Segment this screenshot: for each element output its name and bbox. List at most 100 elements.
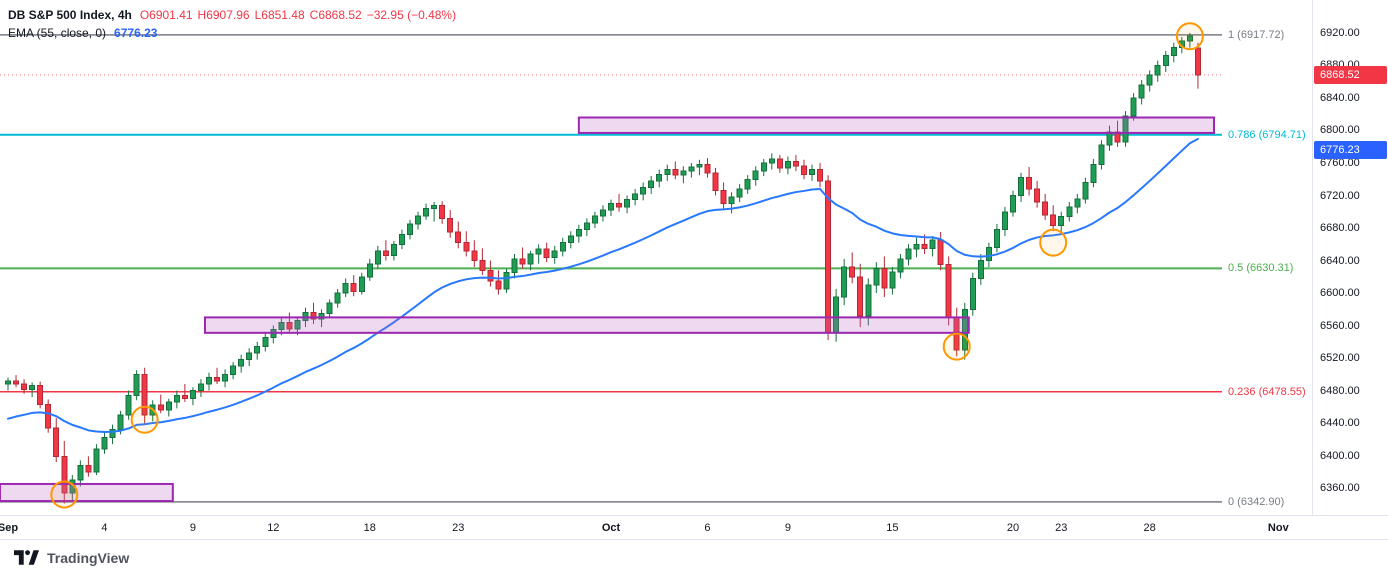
candle xyxy=(865,284,872,317)
candle xyxy=(214,377,221,382)
supply-demand-zone[interactable] xyxy=(577,116,1215,134)
candle xyxy=(5,380,11,385)
candle xyxy=(165,401,172,411)
highlight-circle[interactable] xyxy=(1175,22,1204,51)
ema-value-badge: 6776.23 xyxy=(1314,140,1387,159)
candle xyxy=(254,346,261,354)
candle xyxy=(616,203,623,208)
price-tick: 6760.00 xyxy=(1320,156,1360,169)
candle xyxy=(535,248,542,255)
fib-level-label[interactable]: 0 (6342.90) xyxy=(1228,495,1285,508)
candle xyxy=(222,373,229,382)
candle xyxy=(318,312,325,320)
supply-demand-zone[interactable] xyxy=(0,482,174,503)
candle xyxy=(350,282,357,292)
tradingview-logo-text[interactable]: TradingView xyxy=(47,549,130,566)
fib-level-label[interactable]: 0.5 (6630.31) xyxy=(1228,262,1294,275)
candle xyxy=(1146,74,1153,86)
candle xyxy=(1154,64,1161,76)
high-value: H6907.96 xyxy=(197,8,250,22)
candle xyxy=(543,248,550,258)
price-tick: 6560.00 xyxy=(1320,319,1360,332)
candle xyxy=(1026,177,1033,190)
candle xyxy=(286,321,293,330)
time-tick: 28 xyxy=(1143,522,1156,534)
time-axis[interactable]: Sep 4 9 12 18 23 Oct 6 9 15 20 23 28 Nov xyxy=(0,515,1388,540)
candle xyxy=(728,196,735,205)
candle xyxy=(551,250,558,258)
candle xyxy=(993,229,1000,249)
price-tick: 6360.00 xyxy=(1320,482,1360,495)
candle xyxy=(897,258,904,273)
candle xyxy=(849,266,856,278)
candle xyxy=(294,320,301,330)
candle xyxy=(969,277,976,310)
symbol-legend-row: DB S&P 500 Index, 4h O6901.41 H6907.96 L68… xyxy=(8,8,461,23)
candle xyxy=(197,383,204,392)
candle xyxy=(632,193,639,201)
chart-plot-area[interactable]: DB S&P 500 Index, 4h O6901.41 H6907.96 L68… xyxy=(0,0,1312,515)
candle xyxy=(945,264,952,318)
candle xyxy=(1162,55,1169,66)
indicator-label[interactable]: EMA (55, close, 0) xyxy=(8,26,107,40)
candle xyxy=(760,162,767,172)
candle xyxy=(680,170,687,176)
candle xyxy=(487,269,494,282)
candle xyxy=(334,292,341,304)
time-tick: Sep xyxy=(0,522,19,534)
candle xyxy=(704,164,711,174)
highlight-circle[interactable] xyxy=(942,332,971,361)
price-tick: 6520.00 xyxy=(1320,352,1360,364)
candle xyxy=(736,188,743,198)
candle xyxy=(672,168,679,176)
candle xyxy=(1186,35,1193,42)
tradingview-logo-icon[interactable] xyxy=(14,550,39,565)
candle xyxy=(310,312,317,320)
highlight-circle[interactable] xyxy=(130,405,159,434)
candle xyxy=(1058,216,1065,227)
candle xyxy=(921,243,928,249)
price-axis[interactable]: 6920.006880.006840.006800.006760.006720.… xyxy=(1312,0,1388,515)
candle xyxy=(575,229,582,237)
candle xyxy=(479,260,486,271)
fib-level-label[interactable]: 0.786 (6794.71) xyxy=(1228,128,1306,141)
candle xyxy=(407,223,413,236)
candle xyxy=(133,373,140,396)
candle xyxy=(800,165,807,175)
candle xyxy=(157,404,164,411)
fib-level-label[interactable]: 1 (6917.72) xyxy=(1228,28,1285,41)
candle xyxy=(873,268,880,286)
highlight-circle[interactable] xyxy=(1039,228,1068,257)
fib-level-label[interactable]: 0.236 (6478.55) xyxy=(1228,385,1306,398)
candle xyxy=(125,394,132,416)
candle xyxy=(1138,84,1145,99)
candle xyxy=(503,272,510,290)
price-tick: 6840.00 xyxy=(1320,91,1360,104)
bottom-toolbar: TradingView xyxy=(0,539,1388,575)
candle xyxy=(841,266,848,298)
candle xyxy=(1170,47,1177,57)
highlight-circle[interactable] xyxy=(50,480,79,509)
candle xyxy=(1074,198,1081,208)
chart-legend: DB S&P 500 Index, 4h O6901.41 H6907.96 L68… xyxy=(8,8,461,44)
indicator-value: 6776.23 xyxy=(114,26,158,40)
candle xyxy=(1010,195,1016,213)
ema-line[interactable] xyxy=(7,137,1199,433)
candle xyxy=(608,203,614,211)
chart-canvas[interactable] xyxy=(0,0,1312,515)
symbol-title[interactable]: DB S&P 500 Index, 4h xyxy=(8,8,132,22)
time-tick: 18 xyxy=(363,522,376,534)
candle xyxy=(382,250,389,257)
candle xyxy=(246,352,253,361)
candle xyxy=(471,250,478,262)
last-price-badge: 6868.52 xyxy=(1314,65,1387,84)
candle xyxy=(985,247,992,262)
supply-demand-zone[interactable] xyxy=(203,316,970,334)
candle xyxy=(961,308,968,351)
candle xyxy=(817,168,824,182)
candle xyxy=(1050,214,1057,227)
candle xyxy=(495,280,502,290)
candle xyxy=(640,186,647,195)
candle xyxy=(527,253,534,265)
candle xyxy=(1130,97,1137,117)
